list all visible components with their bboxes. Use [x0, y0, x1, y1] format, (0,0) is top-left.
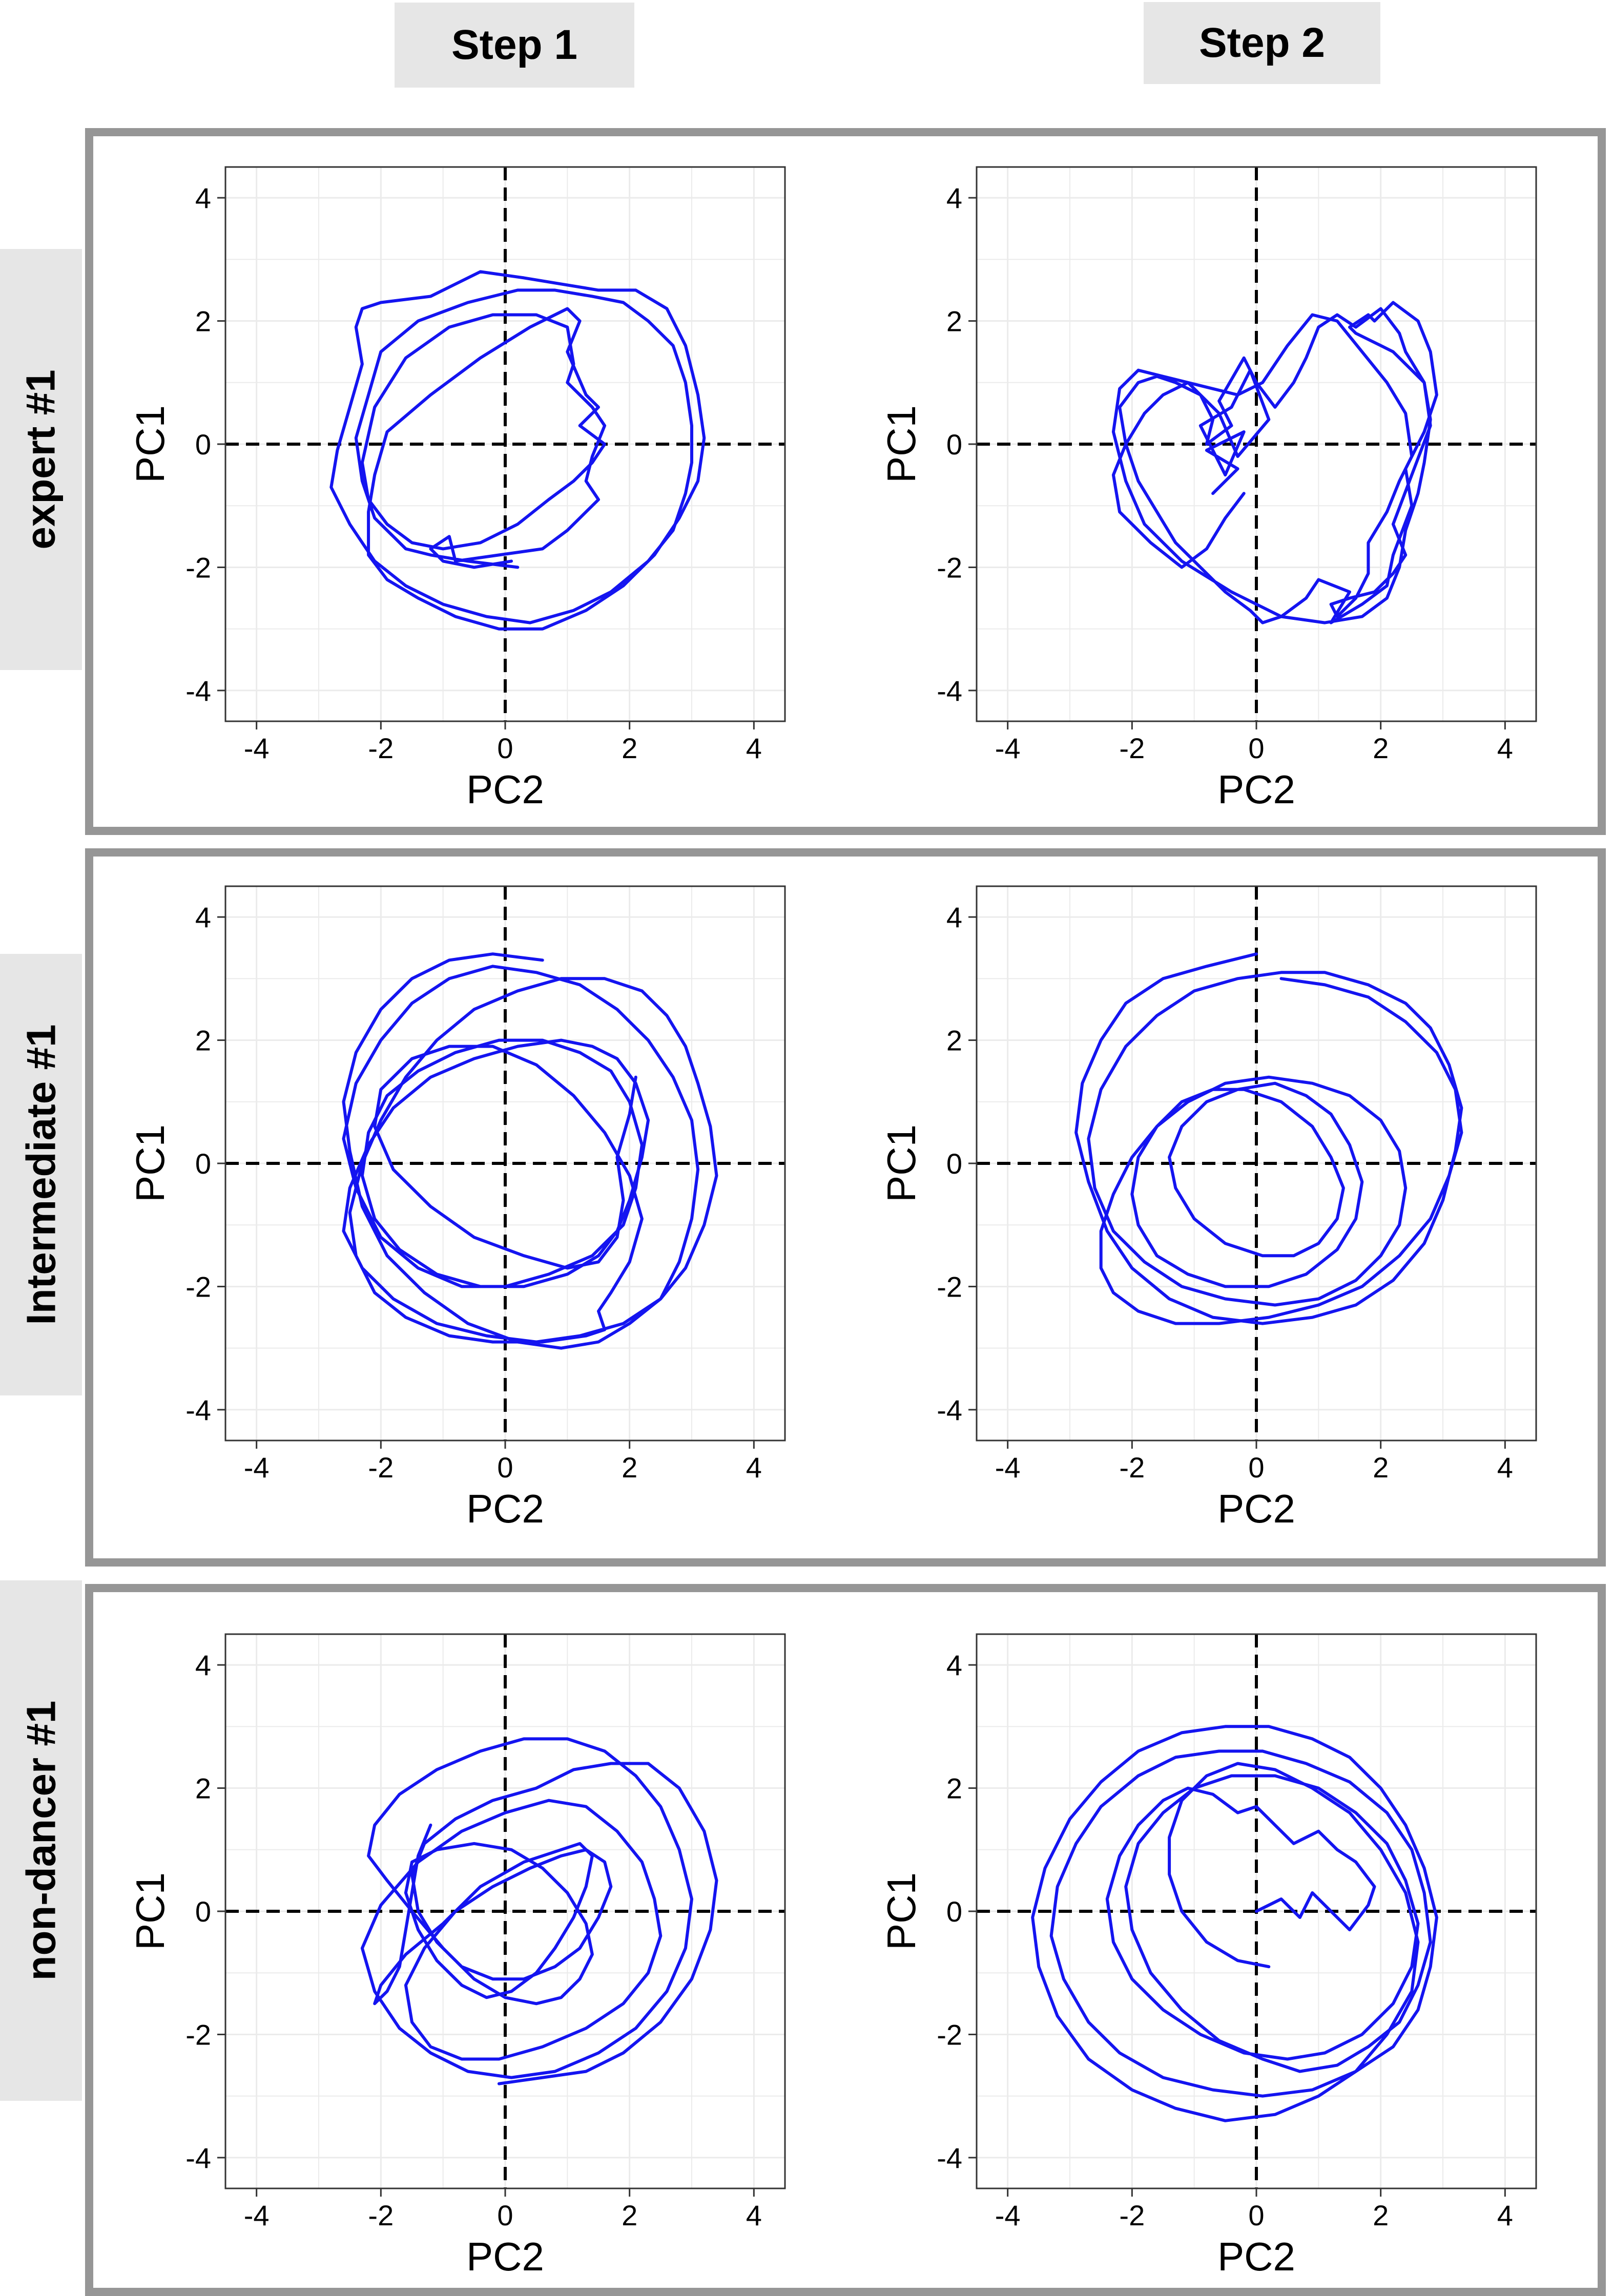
- y-tick-label: -2: [185, 551, 211, 583]
- y-tick-label: 2: [946, 305, 962, 338]
- x-tick-label: 0: [497, 2199, 513, 2231]
- x-tick-label: -4: [995, 2199, 1021, 2231]
- y-axis-title: PC1: [879, 1872, 924, 1950]
- y-tick-label: 2: [195, 1772, 211, 1805]
- row-frame-non-dancer: [85, 1584, 1606, 2296]
- trajectory-line-0: [342, 952, 718, 1350]
- x-tick-label: 0: [1248, 2199, 1264, 2231]
- x-tick-label: 2: [1373, 732, 1389, 764]
- row-frame-intermediate: [85, 848, 1606, 1567]
- x-tick-label: 0: [1248, 1451, 1264, 1484]
- x-tick-label: -4: [995, 732, 1021, 764]
- chart-panel-1: -4 -2 0 2 4 -4 -2 0 2 4 PC2 PC1: [879, 166, 1537, 812]
- chart-panel-4: -4 -2 0 2 4 -4 -2 0 2 4 PC2 PC1: [128, 1633, 786, 2279]
- x-axis-title: PC2: [1217, 2234, 1295, 2279]
- y-tick-label: -2: [937, 1270, 962, 1303]
- x-tick-label: 2: [622, 2199, 637, 2231]
- y-tick-label: -2: [937, 2018, 962, 2051]
- x-tick-label: 0: [497, 732, 513, 764]
- trajectory-line-0: [1031, 1725, 1438, 2122]
- x-tick-label: 0: [497, 1451, 513, 1484]
- trajectory-line-0: [1074, 952, 1463, 1325]
- x-tick-label: -4: [244, 2199, 270, 2231]
- x-tick-label: 2: [622, 732, 637, 764]
- y-axis-title: PC1: [128, 405, 173, 483]
- x-tick-label: 4: [746, 1451, 762, 1484]
- y-tick-label: 4: [946, 1649, 962, 1681]
- y-tick-label: 4: [195, 901, 211, 933]
- y-tick-label: 2: [946, 1772, 962, 1805]
- x-tick-label: -2: [1119, 732, 1145, 764]
- x-tick-label: -2: [368, 2199, 394, 2231]
- x-tick-label: 2: [1373, 2199, 1389, 2231]
- x-tick-label: -4: [995, 1451, 1021, 1484]
- y-axis-title: PC1: [128, 1124, 173, 1202]
- chart-panel-5: -4 -2 0 2 4 -4 -2 0 2 4 PC2 PC1: [879, 1633, 1537, 2279]
- row-header-non-dancer: non-dancer #1: [0, 1580, 82, 2101]
- y-tick-label: 0: [195, 1895, 211, 1928]
- chart-panel-0: -4 -2 0 2 4 -4 -2 0 2 4 PC2 PC1: [128, 166, 786, 812]
- y-tick-label: 2: [946, 1025, 962, 1057]
- x-tick-label: -4: [244, 732, 270, 764]
- y-tick-label: 4: [946, 901, 962, 933]
- trajectory-line-0: [360, 1737, 718, 2085]
- x-axis-title: PC2: [466, 1486, 544, 1531]
- trajectory-line-0: [1111, 301, 1438, 624]
- y-tick-label: -2: [185, 1270, 211, 1303]
- chart-panel-3: -4 -2 0 2 4 -4 -2 0 2 4 PC2 PC1: [879, 885, 1537, 1531]
- y-tick-label: -4: [937, 675, 962, 707]
- y-tick-label: 4: [195, 182, 211, 214]
- x-tick-label: 2: [1373, 1451, 1389, 1484]
- row-header-intermediate: Intermediate #1: [0, 954, 82, 1395]
- y-tick-label: -2: [185, 2018, 211, 2051]
- trajectory-line-0: [329, 270, 706, 631]
- x-tick-label: 4: [1497, 2199, 1513, 2231]
- y-tick-label: -4: [185, 675, 211, 707]
- x-tick-label: -2: [368, 1451, 394, 1484]
- y-tick-label: 2: [195, 1025, 211, 1057]
- y-tick-label: 0: [946, 428, 962, 461]
- y-tick-label: -4: [937, 1394, 962, 1426]
- y-tick-label: 0: [946, 1895, 962, 1928]
- x-tick-label: 0: [1248, 732, 1264, 764]
- row-header-expert: expert #1: [0, 249, 82, 670]
- y-tick-label: 4: [195, 1649, 211, 1681]
- x-axis-title: PC2: [1217, 1486, 1295, 1531]
- y-tick-label: 0: [195, 1147, 211, 1180]
- x-tick-label: 4: [746, 732, 762, 764]
- y-tick-label: -4: [185, 1394, 211, 1426]
- y-tick-label: -2: [937, 551, 962, 583]
- x-axis-title: PC2: [1217, 767, 1295, 812]
- y-tick-label: -4: [937, 2142, 962, 2174]
- x-tick-label: -4: [244, 1451, 270, 1484]
- y-tick-label: -4: [185, 2142, 211, 2174]
- x-tick-label: 2: [622, 1451, 637, 1484]
- y-axis-title: PC1: [879, 405, 924, 483]
- row-frame-expert: [85, 128, 1606, 835]
- x-tick-label: -2: [368, 732, 394, 764]
- x-tick-label: -2: [1119, 2199, 1145, 2231]
- y-axis-title: PC1: [879, 1124, 924, 1202]
- column-header-step-1: Step 1: [395, 3, 634, 88]
- column-header-step-2: Step 2: [1144, 2, 1380, 84]
- y-axis-title: PC1: [128, 1872, 173, 1950]
- x-tick-label: -2: [1119, 1451, 1145, 1484]
- x-tick-label: 4: [1497, 732, 1513, 764]
- x-axis-title: PC2: [466, 767, 544, 812]
- chart-panel-2: -4 -2 0 2 4 -4 -2 0 2 4 PC2 PC1: [128, 885, 786, 1531]
- y-tick-label: 0: [946, 1147, 962, 1180]
- y-tick-label: 0: [195, 428, 211, 461]
- x-tick-label: 4: [1497, 1451, 1513, 1484]
- x-tick-label: 4: [746, 2199, 762, 2231]
- x-axis-title: PC2: [466, 2234, 544, 2279]
- y-tick-label: 2: [195, 305, 211, 338]
- y-tick-label: 4: [946, 182, 962, 214]
